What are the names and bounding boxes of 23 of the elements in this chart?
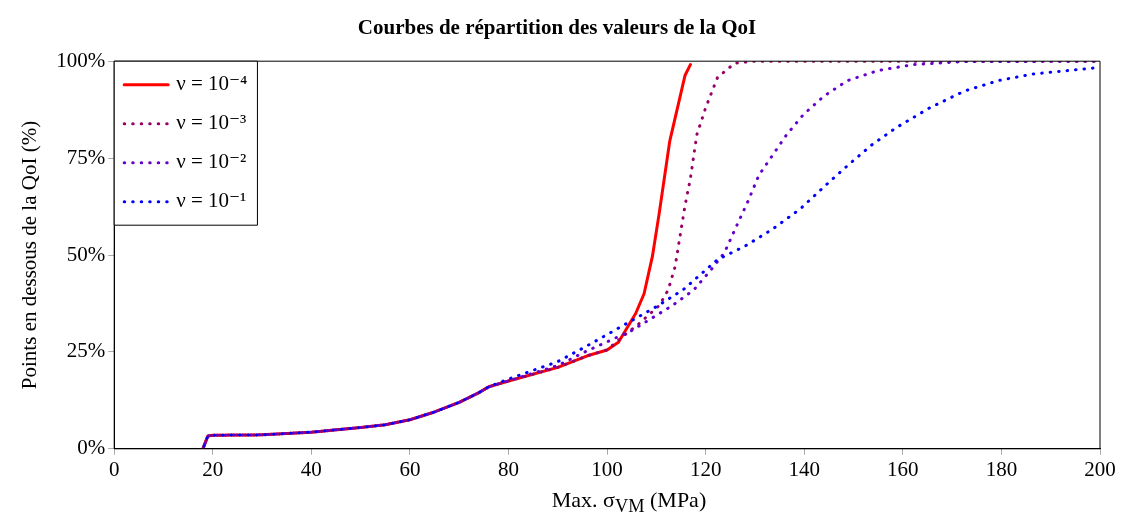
legend-label: ν = 10⁻¹ xyxy=(176,188,247,213)
x-tick-label: 60 xyxy=(399,456,421,481)
x-tick-label: 40 xyxy=(300,456,322,481)
y-tick-label: 100% xyxy=(56,47,106,72)
x-tick-label: 80 xyxy=(498,456,520,481)
x-tick-label: 160 xyxy=(887,456,919,481)
x-tick-label: 200 xyxy=(1084,456,1116,481)
x-axis-title: Max. σ$_{VM}$ (MPa) xyxy=(550,486,708,519)
x-tick-label: 140 xyxy=(788,456,821,481)
chart-title: Courbes de répartition des valeurs de la QoI xyxy=(357,15,757,40)
legend-label: ν = 10⁻⁴ xyxy=(176,71,248,96)
y-tick-label: 75% xyxy=(66,144,106,169)
legend-label: ν = 10⁻³ xyxy=(176,110,247,135)
x-tick-label: 100 xyxy=(591,456,623,481)
y-tick-label: 50% xyxy=(66,241,106,266)
x-tick-label: 20 xyxy=(202,456,224,481)
x-tick-label: 0 xyxy=(108,456,120,481)
legend-label: ν = 10⁻² xyxy=(176,149,247,174)
x-tick-label: 180 xyxy=(985,456,1018,481)
y-tick-label: 0% xyxy=(77,435,106,460)
y-tick-label: 25% xyxy=(66,338,106,363)
y-axis-title: Points en dessous de la QoI (%) xyxy=(17,120,42,390)
x-tick-label: 120 xyxy=(689,456,722,481)
